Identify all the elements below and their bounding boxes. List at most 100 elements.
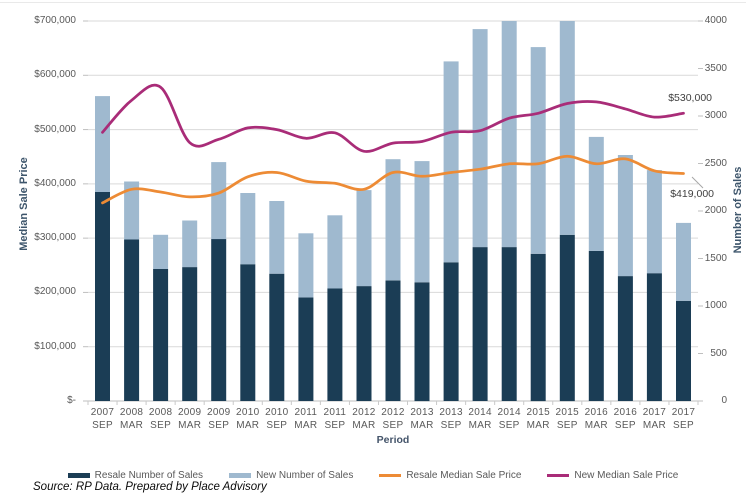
x-category-label: 2012 MAR: [352, 407, 376, 431]
y-right-tick-label: 1500: [704, 252, 727, 264]
y-right-tick-label: 2500: [704, 157, 727, 169]
y-left-tick-label: $500,000: [34, 123, 76, 135]
bar-resale: [559, 234, 575, 402]
bar-resale: [472, 247, 488, 401]
x-category-label: 2012 SEP: [381, 407, 405, 431]
legend-item-resale-sales: Resale Number of Sales: [67, 469, 204, 481]
bar-new: [676, 222, 691, 301]
bar-new: [501, 21, 517, 248]
bar-resale: [269, 273, 285, 401]
y-right-tick-label: 0: [721, 395, 727, 406]
bars-resale-number-of-sales: [95, 192, 691, 402]
bar-resale: [327, 288, 343, 401]
bar-resale: [153, 269, 169, 401]
y-right-tick-label: 3000: [704, 110, 727, 121]
y-right-tick-label: 1000: [704, 300, 727, 311]
legend-label-resale-sales: Resale Number of Sales: [94, 469, 204, 481]
bar-resale: [95, 192, 110, 401]
x-category-label: 2008 MAR: [119, 407, 144, 431]
x-axis-title: Period: [376, 434, 410, 446]
bar-new: [124, 181, 140, 240]
x-category-label: 2013 MAR: [410, 407, 434, 431]
new-median-swatch-icon: [547, 473, 570, 477]
bar-new: [617, 155, 633, 277]
legend-item-resale-median: Resale Median Sale Price: [379, 470, 521, 481]
x-category-label: 2009 MAR: [177, 407, 202, 431]
legend-item-new-median: New Median Sale Price: [547, 470, 678, 481]
bar-resale: [414, 282, 430, 402]
bar-new: [95, 96, 110, 192]
y-left-tick-label: $200,000: [34, 286, 76, 298]
y-right-tick-label: 2000: [704, 205, 727, 216]
x-category-label: 2015 SEP: [555, 407, 579, 431]
bar-new: [588, 136, 604, 251]
resale-median-swatch-icon: [379, 473, 402, 477]
bar-new: [530, 47, 546, 254]
line-new-median-sale-price: [101, 83, 685, 153]
chart-top-border: [0, 2, 746, 3]
y-right-tick-label: 3500: [704, 62, 727, 74]
bar-new: [153, 234, 169, 269]
bar-new: [182, 220, 198, 268]
bar-resale: [646, 273, 662, 401]
x-category-label: 2007 SEP: [90, 407, 115, 431]
annotation-new-median-final: $530,000: [668, 92, 712, 104]
y-left-tick-label: $-: [67, 395, 76, 406]
line-resale-median-sale-price: [101, 154, 685, 205]
bar-new: [559, 21, 575, 235]
bar-new: [298, 233, 314, 298]
legend-label-new-median: New Median Sale Price: [574, 469, 679, 481]
bar-new: [240, 193, 256, 265]
x-category-label: 2017 MAR: [642, 407, 667, 431]
bar-resale: [124, 239, 140, 401]
bar-resale: [443, 262, 459, 401]
bar-resale: [588, 250, 604, 401]
legend-label-resale-median: Resale Median Sale Price: [406, 469, 522, 481]
y-left-tick-label: $400,000: [34, 177, 76, 189]
x-category-label: 2017 SEP: [671, 407, 696, 431]
x-category-label: 2009 SEP: [206, 407, 231, 431]
legend-label-new-sales: New Number of Sales: [256, 469, 354, 481]
bar-new: [646, 170, 662, 274]
x-category-label: 2016 MAR: [584, 407, 609, 431]
x-category-label: 2015 MAR: [526, 407, 550, 431]
bar-resale: [501, 247, 517, 401]
y-left-tick-label: $600,000: [34, 69, 76, 81]
bar-new: [472, 29, 488, 248]
legend: Resale Number of Sales New Number of Sal…: [0, 467, 746, 483]
bar-new: [327, 215, 343, 289]
x-axis-ticks: [87, 401, 699, 405]
x-category-label: 2011 MAR: [294, 407, 318, 431]
bar-resale: [617, 276, 633, 401]
bar-resale: [240, 264, 256, 401]
bar-resale: [676, 300, 691, 401]
x-category-label: 2008 SEP: [148, 407, 173, 431]
bar-resale: [182, 267, 198, 401]
y-left-tick-label: $300,000: [34, 232, 76, 244]
bar-new: [269, 201, 285, 274]
x-category-label: 2016 SEP: [613, 407, 638, 431]
bar-new: [443, 61, 459, 263]
bar-new: [385, 159, 401, 281]
resale-sales-swatch-icon: [67, 472, 90, 478]
x-category-label: 2014 SEP: [497, 407, 521, 431]
bar-resale: [298, 297, 314, 401]
bar-resale: [211, 239, 227, 401]
x-category-label: 2011 SEP: [323, 407, 347, 431]
y-right-tick-label: 4000: [704, 15, 727, 26]
source-note: Source: RP Data. Prepared by Place Advis…: [33, 481, 267, 493]
y-right-tick-label: 500: [710, 347, 727, 359]
bar-new: [356, 190, 372, 287]
bar-resale: [530, 253, 546, 402]
bar-new: [211, 162, 227, 240]
x-category-label: 2010 MAR: [236, 407, 260, 431]
y-left-tick-label: $100,000: [34, 340, 76, 352]
bar-resale: [385, 280, 401, 401]
bar-new: [414, 161, 430, 283]
y-right-axis-title: Number of Sales: [732, 166, 744, 254]
legend-item-new-sales: New Number of Sales: [229, 470, 353, 481]
y-left-tick-label: $700,000: [34, 15, 76, 26]
x-category-label: 2013 SEP: [439, 407, 463, 431]
